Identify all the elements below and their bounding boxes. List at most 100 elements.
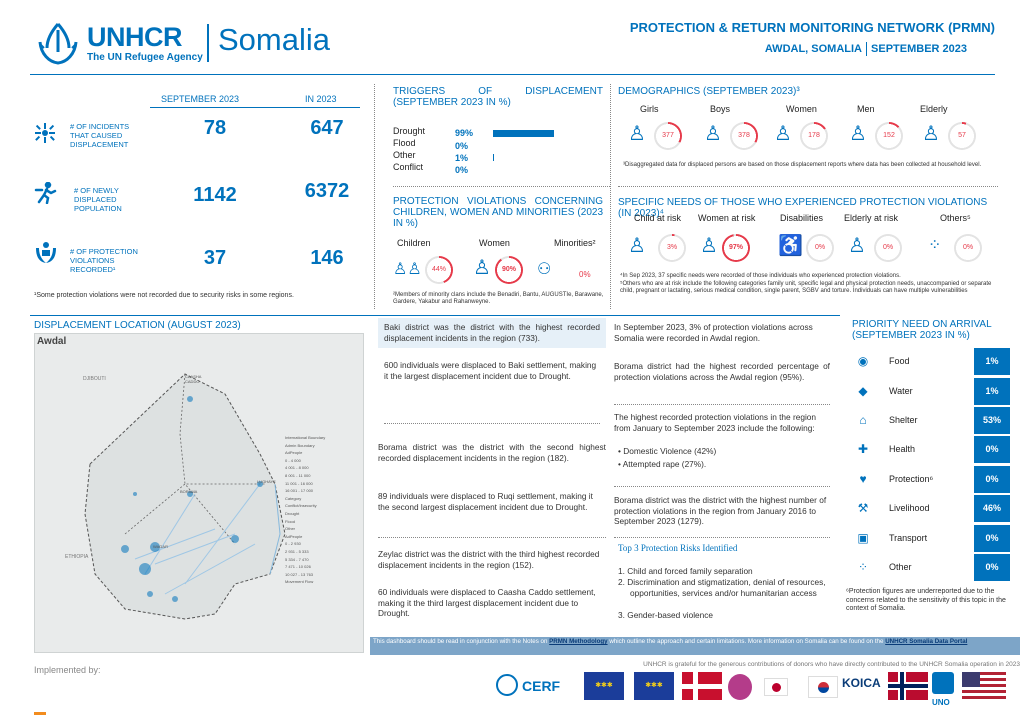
woman-icon: ♙ [700,235,718,257]
unhcr-logo: UNHCR The UN Refugee Agency [35,22,215,66]
narrative-text: In September 2023, 3% of protection viol… [614,322,813,343]
eu-flag-icon: ✱✱✱ [634,672,674,700]
priority-health: ✚ Health 0% [852,436,1010,463]
narrative-text: 60 individuals were displaced to Caasha … [378,587,596,618]
stats-col1-header: SEPTEMBER 2023 [161,94,240,104]
narrative-bullet: • Attempted rape (27%). [618,459,707,469]
man-icon: ♙ [849,123,867,145]
risk-item: 2. Discrimination and stigmatization, de… [618,577,826,598]
priority-value: 1% [974,348,1010,375]
livelihood-icon: ⚒ [857,501,869,515]
map-point [139,563,151,575]
data-portal-link[interactable]: UNHCR Somalia Data Portal [885,638,968,645]
map-point [187,396,193,402]
risks-title: Top 3 Protection Risks Identified [618,543,738,553]
children-icon: ♙♙ [393,261,422,278]
needs-title: SPECIFIC NEEDS OF THOSE WHO EXPERIENCED … [618,197,988,219]
narrative-text: The highest recorded protection violatio… [614,412,817,433]
logo-divider [207,24,209,62]
stat-displaced-month: 1142 [193,184,237,206]
narrative-text: Zeylac district was the district with th… [378,549,600,570]
shelter-icon: ⌂ [859,413,867,427]
legend-item: Flood [285,518,296,524]
usa-flag-icon [962,672,1006,700]
need-ring: 0% [874,234,902,262]
demographics-chart: Girls ♙ 377 Boys ♙ 378 Women ♙ 178 Men ♙… [618,102,998,160]
needs-chart: Child at risk ♙ 3% Women at risk ♙ 97% D… [618,210,1003,266]
narrative-box [378,318,606,348]
methodology-link[interactable]: PRMN Methodology [549,638,608,645]
need-value: 97% [728,244,743,251]
trigger-row: Conflict 0% [393,162,608,175]
stat-displaced-year: 6372 [304,180,350,202]
child-icon: ♙ [628,235,646,257]
map-title: DISPLACEMENT LOCATION (AUGUST 2023) [34,320,241,331]
violations-title: PROTECTION VIOLATIONS CONCERNING CHILDRE… [393,196,603,229]
narrative-divider [614,404,830,405]
trigger-label: Drought [393,126,426,136]
need-label: Disabilities [780,213,824,223]
demographics-footnote: ³Disaggregated data for displaced person… [623,162,982,168]
donor-logo-icon [728,674,752,700]
need-value: 0% [814,244,826,251]
legend-item: AdPeople [285,533,303,539]
trigger-row: Other 1% [393,150,608,163]
country-name: Somalia [218,22,330,57]
disclaimer-text: This dashboard should be read in conjunc… [373,638,548,645]
map-canvas [84,373,286,620]
map-label: ETHIOPIA [65,554,89,560]
priority-value: 0% [974,466,1010,493]
need-ring: 97% [722,234,750,262]
need-ring: 0% [806,234,834,262]
water-icon: ◆ [858,384,868,398]
triggers-title: TRIGGERS OF DISPLACEMENT (SEPTEMBER 2023… [393,86,603,108]
needs-footnote-2: ⁵Others who are at risk include the foll… [620,281,992,294]
elderly-icon: ♙ [922,123,940,145]
narrative-divider [384,423,600,424]
legend-item: 0 - 4 000 [285,457,301,463]
map-point [231,535,239,543]
priority-label: Other [889,562,912,572]
triggers-list: Drought 99% Flood 0% Other 1% Conflict 0… [393,126,608,176]
group-icon: ⚇ [537,261,552,278]
boy-icon: ♙ [704,123,722,145]
displacement-map[interactable]: Awdal DJIBOUTI ETHIOPIA CAASHA CADDO BOR… [34,333,364,653]
donors-text: UNHCR is grateful for the generous contr… [643,661,1020,668]
priority-livelihood: ⚒ Livelihood 46% [852,495,1010,522]
section-divider [618,186,998,187]
stats-footnote: ¹Some protection violations were not rec… [34,292,294,299]
donor-cerf: CERF [522,678,561,694]
violation-women: Women ♙ 90% [469,234,544,289]
needs-footnote-1: ⁴In Sep 2023, 37 specific needs were rec… [620,273,901,279]
priority-value: 0% [974,436,1010,463]
priority-shelter: ⌂ Shelter 53% [852,407,1010,434]
bullet-text: Domestic Violence (42%) [623,446,717,456]
stat-label-displaced: # OF NEWLY DISPLACED POPULATION [74,186,122,213]
narrative-text: Baki district was the district with the … [384,322,600,343]
stats-panel: SEPTEMBER 2023 IN 2023 # OF INCIDENTS TH… [30,84,368,309]
map-label: LUGHAYE [257,479,276,484]
trigger-label: Flood [393,138,416,148]
demographic-elderly: Elderly ♙ 57 [916,102,991,160]
demographic-value: 152 [883,132,895,139]
legend-item: 4 001 - 8 000 [285,465,309,471]
stats-col2-header: IN 2023 [305,94,337,104]
period-label: SEPTEMBER 2023 [871,42,967,55]
column-divider [610,84,611,309]
subtitle-divider [866,42,868,56]
priority-protection: ♥ Protection⁶ 0% [852,466,1010,493]
stat-incidents-month: 78 [203,117,227,139]
narrative-divider [614,486,830,487]
legend-item: 2 931 - 5 333 [285,548,309,554]
running-person-icon [34,182,57,204]
priority-food: ◉ Food 1% [852,348,1010,375]
legend-item: Conflict/Insecurity [285,503,317,509]
implemented-by: Implemented by: [34,665,101,675]
narrative-divider [378,537,606,538]
map-region-title: Awdal [37,336,67,347]
woman-icon: ♙ [774,123,792,145]
need-disabilities: Disabilities ♿ 0% [776,210,848,266]
need-ring: 3% [658,234,686,262]
donor-logos: CERF ✱✱✱ ✱✱✱ KOICA UNO [496,670,1016,718]
trigger-value: 0% [455,165,469,175]
